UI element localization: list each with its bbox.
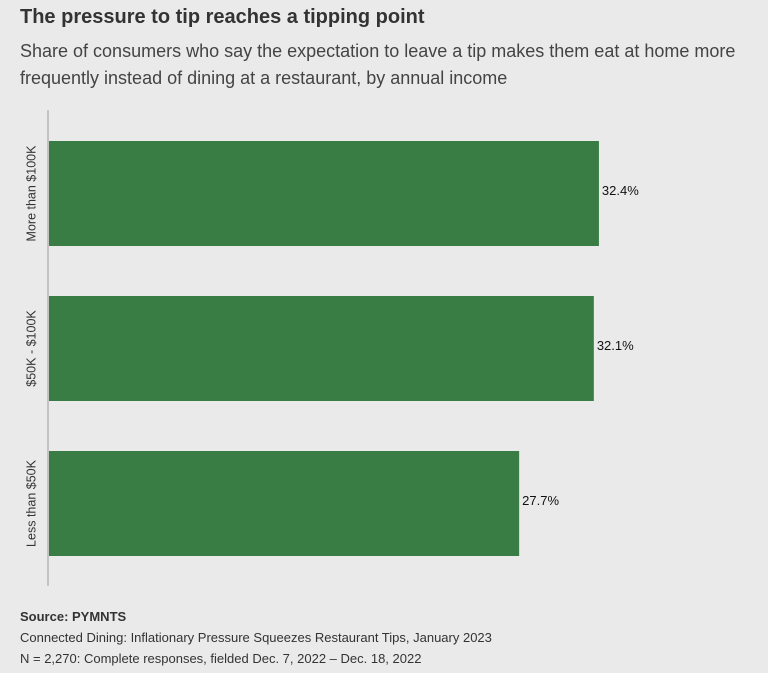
data-label: 32.1% [597, 338, 634, 353]
data-label: 32.4% [602, 183, 639, 198]
footer: Source: PYMNTS Connected Dining: Inflati… [20, 606, 492, 669]
source-label: Source: PYMNTS [20, 609, 127, 624]
category-label: More than $100K [24, 145, 38, 242]
category-label: $50K - $100K [24, 310, 38, 387]
source-note: Connected Dining: Inflationary Pressure … [20, 630, 492, 645]
data-label: 27.7% [522, 493, 559, 508]
bar [49, 296, 594, 401]
chart-subtitle: Share of consumers who say the expectati… [20, 41, 736, 88]
bar [49, 141, 599, 246]
category-label: Less than $50K [24, 459, 38, 547]
chart-title: The pressure to tip reaches a tipping po… [20, 6, 425, 28]
bar-chart: 32.4% More than $100K 32.1% $50K - $100K 27.… [24, 110, 639, 586]
sample-note: N = 2,270: Complete responses, fielded D… [20, 651, 422, 666]
bar [49, 451, 520, 556]
